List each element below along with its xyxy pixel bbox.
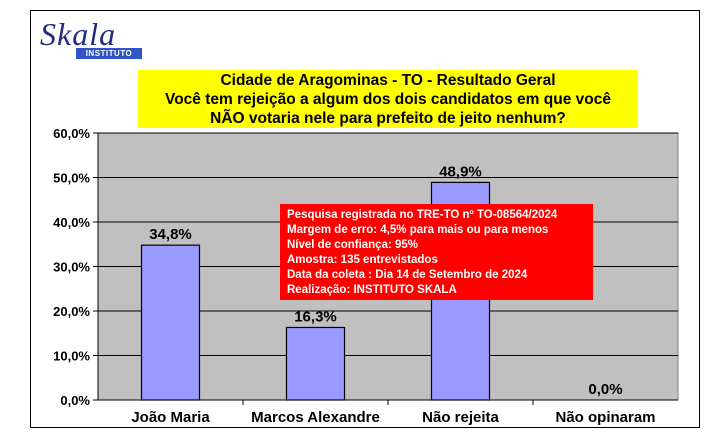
logo-subtitle: INSTITUTO [85,49,133,58]
chart-title: Cidade de Aragominas - TO - Resultado Ge… [138,70,638,128]
notice-line-author: Realização: INSTITUTO SKALA [287,284,457,296]
data-label: 0,0% [588,381,622,398]
y-tick-label: 30,0% [53,260,90,275]
data-label: 16,3% [294,308,337,325]
notice-line-registration: Pesquisa registrada no TRE-TO nº TO-0856… [287,209,558,221]
y-tick-label: 50,0% [53,171,90,186]
category-label: Não rejeita [422,409,499,426]
data-label: 34,8% [149,226,192,243]
category-label: Marcos Alexandre [251,409,380,426]
y-tick-label: 0,0% [60,393,90,408]
notice-line-sample: Amostra: 135 entrevistados [287,254,438,266]
y-tick-label: 40,0% [53,215,90,230]
logo-name: Skala [40,16,117,52]
bar [140,244,201,401]
y-tick-label: 60,0% [53,126,90,141]
notice-line-confidence: Nível de confiança: 95% [287,239,419,251]
y-tick-label: 10,0% [53,349,90,364]
notice-line-date: Data da coleta : Dia 14 de Setembro de 2… [287,269,528,281]
bar [285,326,346,401]
title-line-2: Você tem rejeição a algum dos dois candi… [165,91,611,108]
notice-line-margin: Margem de erro: 4,5% para mais ou para m… [287,224,549,236]
data-label: 48,9% [439,163,482,180]
title-line-3: NÃO votaria nele para prefeito de jeito … [210,110,566,127]
y-tick-label: 20,0% [53,304,90,319]
title-line-1: Cidade de Aragominas - TO - Resultado Ge… [220,72,556,89]
category-label: João Maria [131,409,210,426]
survey-notice: Pesquisa registrada no TRE-TO nº TO-0856… [280,204,593,300]
skala-logo: Skala INSTITUTO [36,16,146,62]
logo-bar [76,48,142,59]
category-label: Não opinaram [555,409,655,426]
